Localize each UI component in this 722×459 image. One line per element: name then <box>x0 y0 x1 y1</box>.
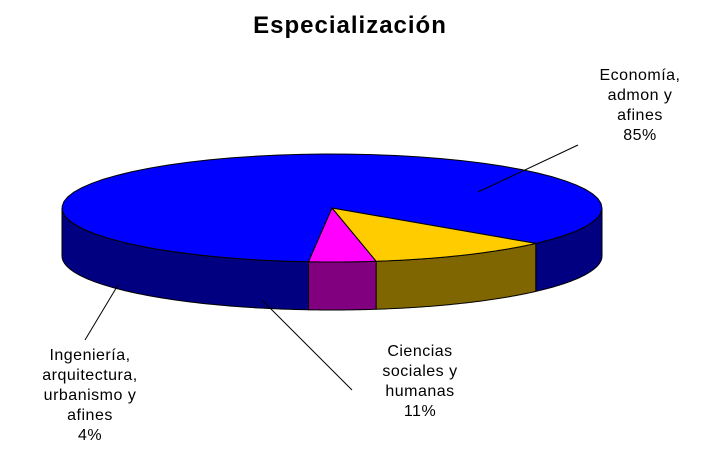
leader-line <box>477 144 579 193</box>
slice-label: Economía, admon y afines <box>599 67 681 124</box>
slice-label: Ciencias sociales y humanas <box>382 343 458 400</box>
value-label: 11% <box>403 403 437 420</box>
chart-title: Especialización <box>253 12 447 39</box>
value-label: 4% <box>77 427 103 444</box>
value-label: 85% <box>623 127 657 144</box>
slice-side <box>307 260 377 311</box>
leader-line <box>261 299 353 391</box>
slice-label: Ingeniería, arquitectura, urbanismo y af… <box>42 347 138 424</box>
slice <box>330 207 536 262</box>
slice <box>307 207 378 263</box>
leader-line <box>84 284 119 341</box>
